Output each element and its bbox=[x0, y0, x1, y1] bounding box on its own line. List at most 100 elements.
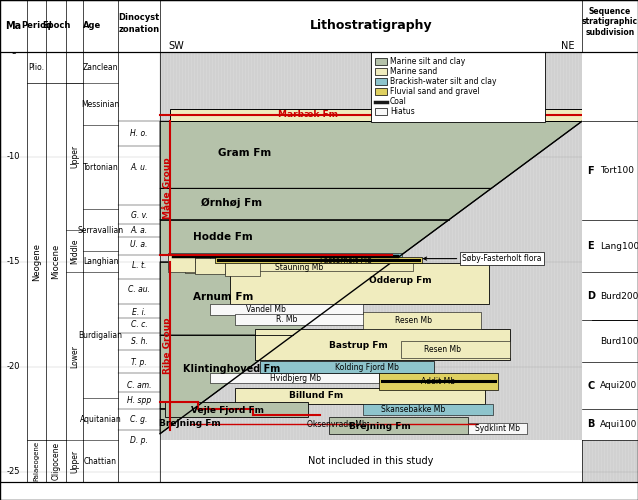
Text: A. u.: A. u. bbox=[130, 163, 147, 172]
Text: Tort100: Tort100 bbox=[600, 166, 634, 175]
Text: Chattian: Chattian bbox=[84, 456, 117, 466]
Text: Oksenvrade Mb: Oksenvrade Mb bbox=[308, 420, 367, 429]
Text: Epoch: Epoch bbox=[42, 22, 70, 30]
Text: D: D bbox=[587, 292, 595, 302]
Text: Plio.: Plio. bbox=[29, 63, 45, 72]
Text: zonation: zonation bbox=[119, 26, 160, 35]
Text: Odderup Fm: Odderup Fm bbox=[369, 276, 432, 285]
Bar bbox=[582, 52, 638, 440]
Text: S. h.: S. h. bbox=[131, 337, 147, 346]
Text: Dinocyst: Dinocyst bbox=[119, 14, 160, 22]
Text: Miocene: Miocene bbox=[52, 244, 61, 280]
Text: Lower: Lower bbox=[70, 344, 79, 368]
Bar bbox=[225, 260, 260, 276]
Bar bbox=[168, 254, 402, 256]
Text: C. g.: C. g. bbox=[130, 414, 147, 424]
Text: Sydklint Mb: Sydklint Mb bbox=[475, 424, 520, 433]
Text: SW: SW bbox=[168, 41, 184, 51]
Polygon shape bbox=[170, 108, 582, 121]
Text: Lithostratigraphy: Lithostratigraphy bbox=[309, 20, 433, 32]
Text: Hvidbjerg Mb: Hvidbjerg Mb bbox=[269, 374, 320, 382]
Text: H. o.: H. o. bbox=[130, 130, 148, 138]
Bar bbox=[0, 52, 638, 482]
Text: Upper: Upper bbox=[70, 450, 79, 472]
Text: Aquitanian: Aquitanian bbox=[80, 414, 121, 424]
Text: R. Mb: R. Mb bbox=[276, 314, 297, 324]
Text: T. p.: T. p. bbox=[131, 358, 147, 367]
Text: Serravallian: Serravallian bbox=[77, 226, 124, 235]
Text: Palaeogene: Palaeogene bbox=[34, 441, 40, 481]
Bar bbox=[235, 314, 392, 324]
Text: Ribe Group: Ribe Group bbox=[163, 318, 172, 374]
Bar bbox=[210, 373, 380, 384]
Polygon shape bbox=[160, 335, 293, 408]
Text: Marbæk Fm: Marbæk Fm bbox=[278, 110, 338, 120]
Text: Zanclean: Zanclean bbox=[83, 63, 118, 72]
Text: Neogene: Neogene bbox=[32, 243, 41, 281]
Text: B: B bbox=[587, 420, 595, 430]
Text: Middle: Middle bbox=[70, 238, 79, 264]
Bar bbox=[195, 258, 225, 274]
Text: Age: Age bbox=[83, 22, 101, 30]
Text: G. v.: G. v. bbox=[131, 211, 147, 220]
Text: D. p.: D. p. bbox=[130, 436, 148, 444]
Text: Brackish-water silt and clay: Brackish-water silt and clay bbox=[390, 77, 496, 86]
Text: Resen Mb: Resen Mb bbox=[424, 346, 461, 354]
Text: L. t.: L. t. bbox=[132, 262, 146, 270]
Text: Messinian: Messinian bbox=[82, 100, 120, 109]
Bar bbox=[235, 388, 485, 404]
Bar bbox=[375, 88, 387, 95]
Text: Ørnhøj Fm: Ørnhøj Fm bbox=[201, 198, 262, 208]
Text: Coal: Coal bbox=[390, 97, 407, 106]
Bar bbox=[230, 263, 489, 304]
Bar bbox=[401, 342, 510, 358]
Bar bbox=[375, 68, 387, 75]
Text: Burdigalian: Burdigalian bbox=[78, 330, 122, 340]
Text: Ma: Ma bbox=[6, 21, 22, 31]
Text: Oligocene: Oligocene bbox=[52, 442, 61, 480]
Bar bbox=[165, 402, 308, 417]
Text: Brejning Fm: Brejning Fm bbox=[159, 419, 220, 428]
Text: Period: Period bbox=[21, 22, 52, 30]
Bar bbox=[371, 52, 545, 122]
Text: E: E bbox=[587, 241, 593, 251]
Text: Kolding Fjord Mb: Kolding Fjord Mb bbox=[335, 362, 399, 372]
Text: Billund Fm: Billund Fm bbox=[289, 392, 343, 400]
Text: C. au.: C. au. bbox=[128, 284, 150, 294]
Text: Arnum Fm: Arnum Fm bbox=[193, 292, 253, 302]
Text: Aqui100: Aqui100 bbox=[600, 420, 637, 429]
Bar bbox=[210, 304, 362, 315]
Bar bbox=[582, 52, 638, 482]
Polygon shape bbox=[160, 408, 194, 434]
Text: Resen Mb: Resen Mb bbox=[395, 316, 432, 325]
Text: Fasterholt Mb: Fasterholt Mb bbox=[320, 256, 372, 265]
Bar bbox=[362, 312, 480, 329]
Text: E. i.: E. i. bbox=[132, 308, 146, 316]
Bar bbox=[160, 440, 582, 482]
Text: C. c.: C. c. bbox=[131, 320, 147, 329]
Text: F: F bbox=[587, 166, 593, 175]
Polygon shape bbox=[160, 262, 392, 335]
Text: Vejle Fjord Fm: Vejle Fjord Fm bbox=[191, 406, 264, 415]
Text: Brejning Fm: Brejning Fm bbox=[348, 422, 410, 431]
Text: -25: -25 bbox=[7, 467, 20, 476]
Text: Skansebakke Mb: Skansebakke Mb bbox=[381, 405, 445, 414]
Text: Stauning Mb: Stauning Mb bbox=[275, 262, 323, 272]
Text: Langhian: Langhian bbox=[83, 258, 118, 266]
Bar bbox=[160, 52, 582, 482]
Text: Søby-Fasterholt flora: Søby-Fasterholt flora bbox=[424, 254, 542, 263]
Text: -5: -5 bbox=[10, 48, 18, 56]
Bar bbox=[380, 373, 498, 390]
Text: NE: NE bbox=[561, 41, 574, 51]
Bar bbox=[185, 260, 270, 274]
Text: A. a.: A. a. bbox=[130, 226, 147, 235]
Text: -15: -15 bbox=[7, 258, 20, 266]
Text: Måde Group: Måde Group bbox=[162, 158, 172, 219]
Text: Marine sand: Marine sand bbox=[390, 67, 437, 76]
Text: Vandel Mb: Vandel Mb bbox=[246, 305, 285, 314]
Bar bbox=[375, 58, 387, 65]
Text: Bastrup Fm: Bastrup Fm bbox=[329, 341, 388, 350]
Text: C. am.: C. am. bbox=[127, 381, 151, 390]
Text: Hodde Fm: Hodde Fm bbox=[193, 232, 253, 241]
Text: Fluvial sand and gravel: Fluvial sand and gravel bbox=[390, 87, 480, 96]
